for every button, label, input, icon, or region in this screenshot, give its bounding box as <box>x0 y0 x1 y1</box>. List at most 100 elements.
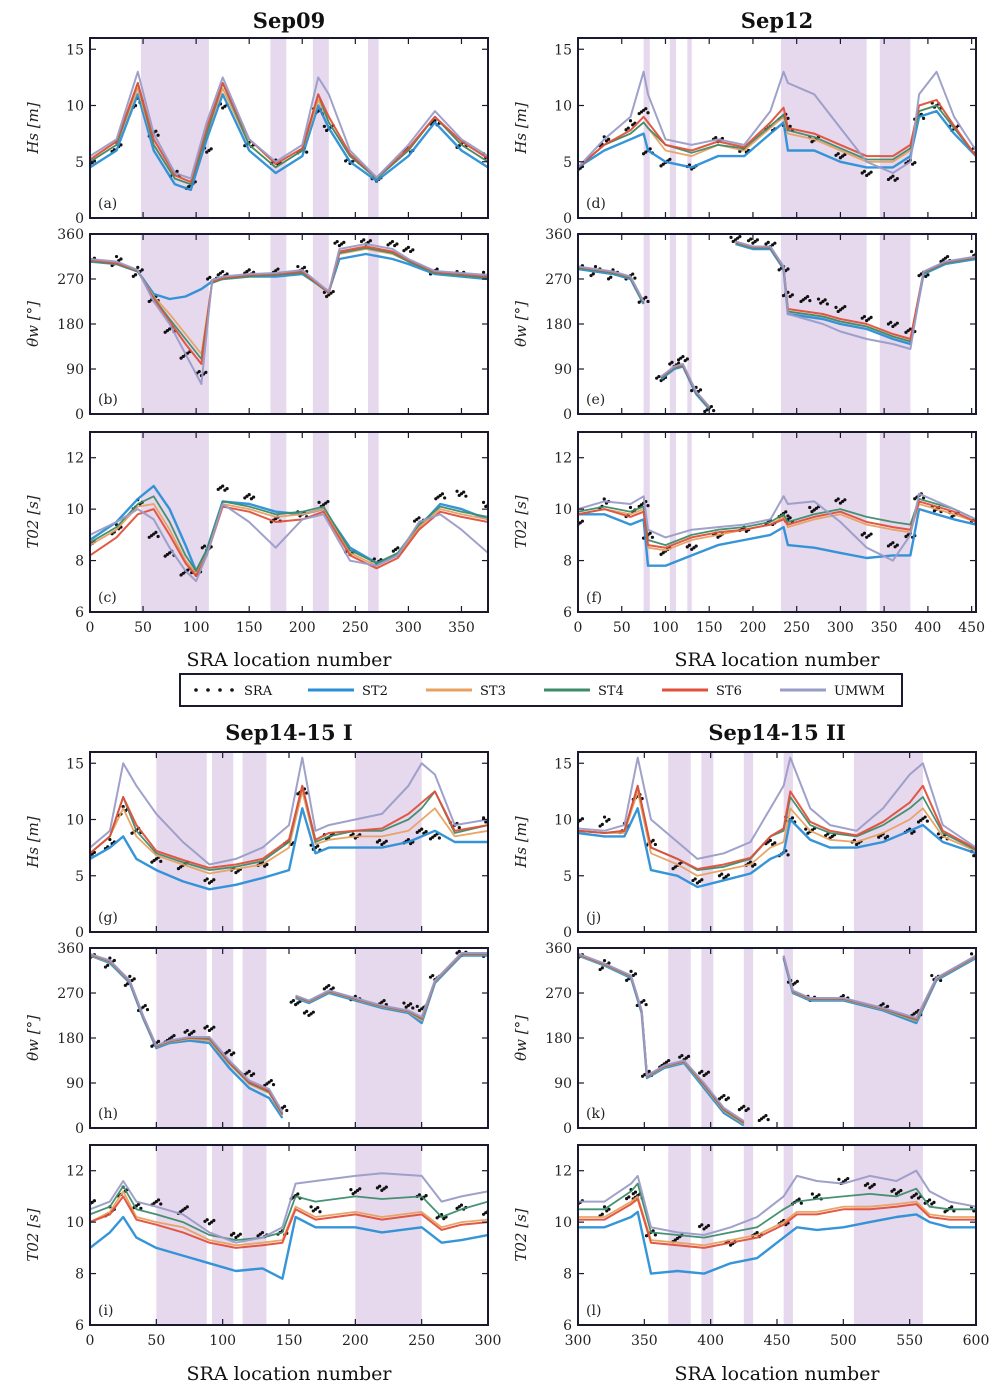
y-tick-label: 5 <box>75 869 84 885</box>
legend-label: ST6 <box>716 684 742 699</box>
sra-point <box>644 1003 648 1007</box>
chart-title: Sep09 <box>253 8 325 33</box>
sra-point <box>793 981 797 985</box>
series-line-st2 <box>90 1215 488 1280</box>
sra-point <box>183 1206 187 1211</box>
sra-point <box>921 116 926 120</box>
sra-point <box>84 857 87 860</box>
sra-point <box>746 1107 750 1111</box>
sra-point <box>759 1117 764 1121</box>
sra-point <box>481 1212 486 1216</box>
sra-point <box>296 1192 300 1196</box>
panel-frame <box>89 431 489 613</box>
sra-point <box>92 1199 97 1203</box>
sra-point <box>668 362 672 366</box>
sra-point <box>890 1189 894 1193</box>
y-axis-label: θw [°] <box>24 301 42 347</box>
sra-point <box>661 551 665 555</box>
sra-point <box>932 1200 936 1204</box>
sra-point <box>415 1004 419 1008</box>
sra-point <box>431 973 435 978</box>
sra-point <box>607 1207 611 1211</box>
sra-point <box>740 1106 744 1110</box>
sra-point <box>225 272 229 276</box>
sra-point <box>123 983 127 987</box>
sra-point <box>757 1118 761 1123</box>
y-axis-label: Hs [m] <box>512 102 530 155</box>
sra-point <box>225 1050 229 1054</box>
sra-point <box>457 1205 461 1209</box>
sra-point <box>433 833 437 838</box>
plot-area <box>578 38 976 218</box>
sra-point <box>891 541 895 545</box>
sra-point <box>428 975 433 979</box>
y-tick-label: 90 <box>554 1076 572 1092</box>
shaded-region <box>270 234 287 414</box>
sra-point <box>265 862 269 867</box>
sra-point <box>132 977 136 981</box>
sra-point <box>720 872 724 876</box>
sra-point <box>90 1200 94 1204</box>
panel-label: (j) <box>586 910 601 926</box>
shaded-region <box>368 234 379 414</box>
sra-point <box>670 360 674 364</box>
sra-point <box>846 1176 850 1181</box>
sra-point <box>969 952 974 956</box>
sra-point <box>671 866 675 871</box>
y-axis-label: Hs [m] <box>24 816 42 869</box>
sra-point <box>163 330 167 334</box>
sra-point <box>207 1028 211 1033</box>
y-tick-label: 90 <box>66 362 84 378</box>
sra-point <box>309 1205 313 1209</box>
panel-frame <box>577 37 977 219</box>
sra-point <box>203 1026 207 1030</box>
y-tick-label: 12 <box>66 1164 84 1180</box>
x-tick-label: 300 <box>395 620 422 636</box>
sra-point <box>804 827 808 831</box>
sra-point <box>86 958 89 961</box>
sra-point <box>897 1190 901 1194</box>
sra-point <box>894 1192 899 1196</box>
sra-point <box>247 493 251 497</box>
sra-point <box>668 157 672 161</box>
sra-point <box>204 370 208 374</box>
sra-point <box>659 552 663 556</box>
sra-point <box>420 1007 424 1011</box>
sra-point <box>137 1202 141 1206</box>
sra-point <box>221 484 225 488</box>
sra-point <box>633 972 638 976</box>
sra-point <box>744 1108 748 1113</box>
sra-point <box>867 534 871 538</box>
y-axis-label: θw [°] <box>512 1015 530 1061</box>
sra-point <box>872 1182 876 1187</box>
sra-point <box>749 237 753 241</box>
y-tick-label: 180 <box>57 1031 84 1047</box>
y-axis-label: Hs [m] <box>512 816 530 869</box>
sra-point <box>786 853 790 857</box>
sra-point <box>808 299 812 303</box>
sra-point <box>681 354 685 359</box>
legend-marker <box>218 688 222 692</box>
y-tick-label: 0 <box>75 211 84 227</box>
sra-point <box>977 851 980 854</box>
sra-point <box>296 792 300 796</box>
shaded-region <box>687 432 692 612</box>
sra-point <box>152 532 156 536</box>
sra-point <box>106 963 110 968</box>
sra-point <box>366 240 370 244</box>
sra-point <box>221 269 225 274</box>
y-tick-label: 8 <box>75 1267 84 1283</box>
sra-point <box>84 547 87 550</box>
sra-point <box>869 315 873 319</box>
x-tick-label: 200 <box>342 1333 369 1349</box>
series-line-st3 <box>90 503 488 575</box>
sra-point <box>753 862 757 867</box>
chart-title: Sep14-15 I <box>225 720 353 745</box>
sra-point <box>943 256 947 260</box>
sra-point <box>906 329 910 333</box>
panel-label: (g) <box>98 910 118 926</box>
sra-point <box>322 124 326 128</box>
series-line-st2 <box>578 109 976 169</box>
panel-label: (e) <box>586 392 605 408</box>
y-tick-label: 10 <box>66 1215 84 1231</box>
